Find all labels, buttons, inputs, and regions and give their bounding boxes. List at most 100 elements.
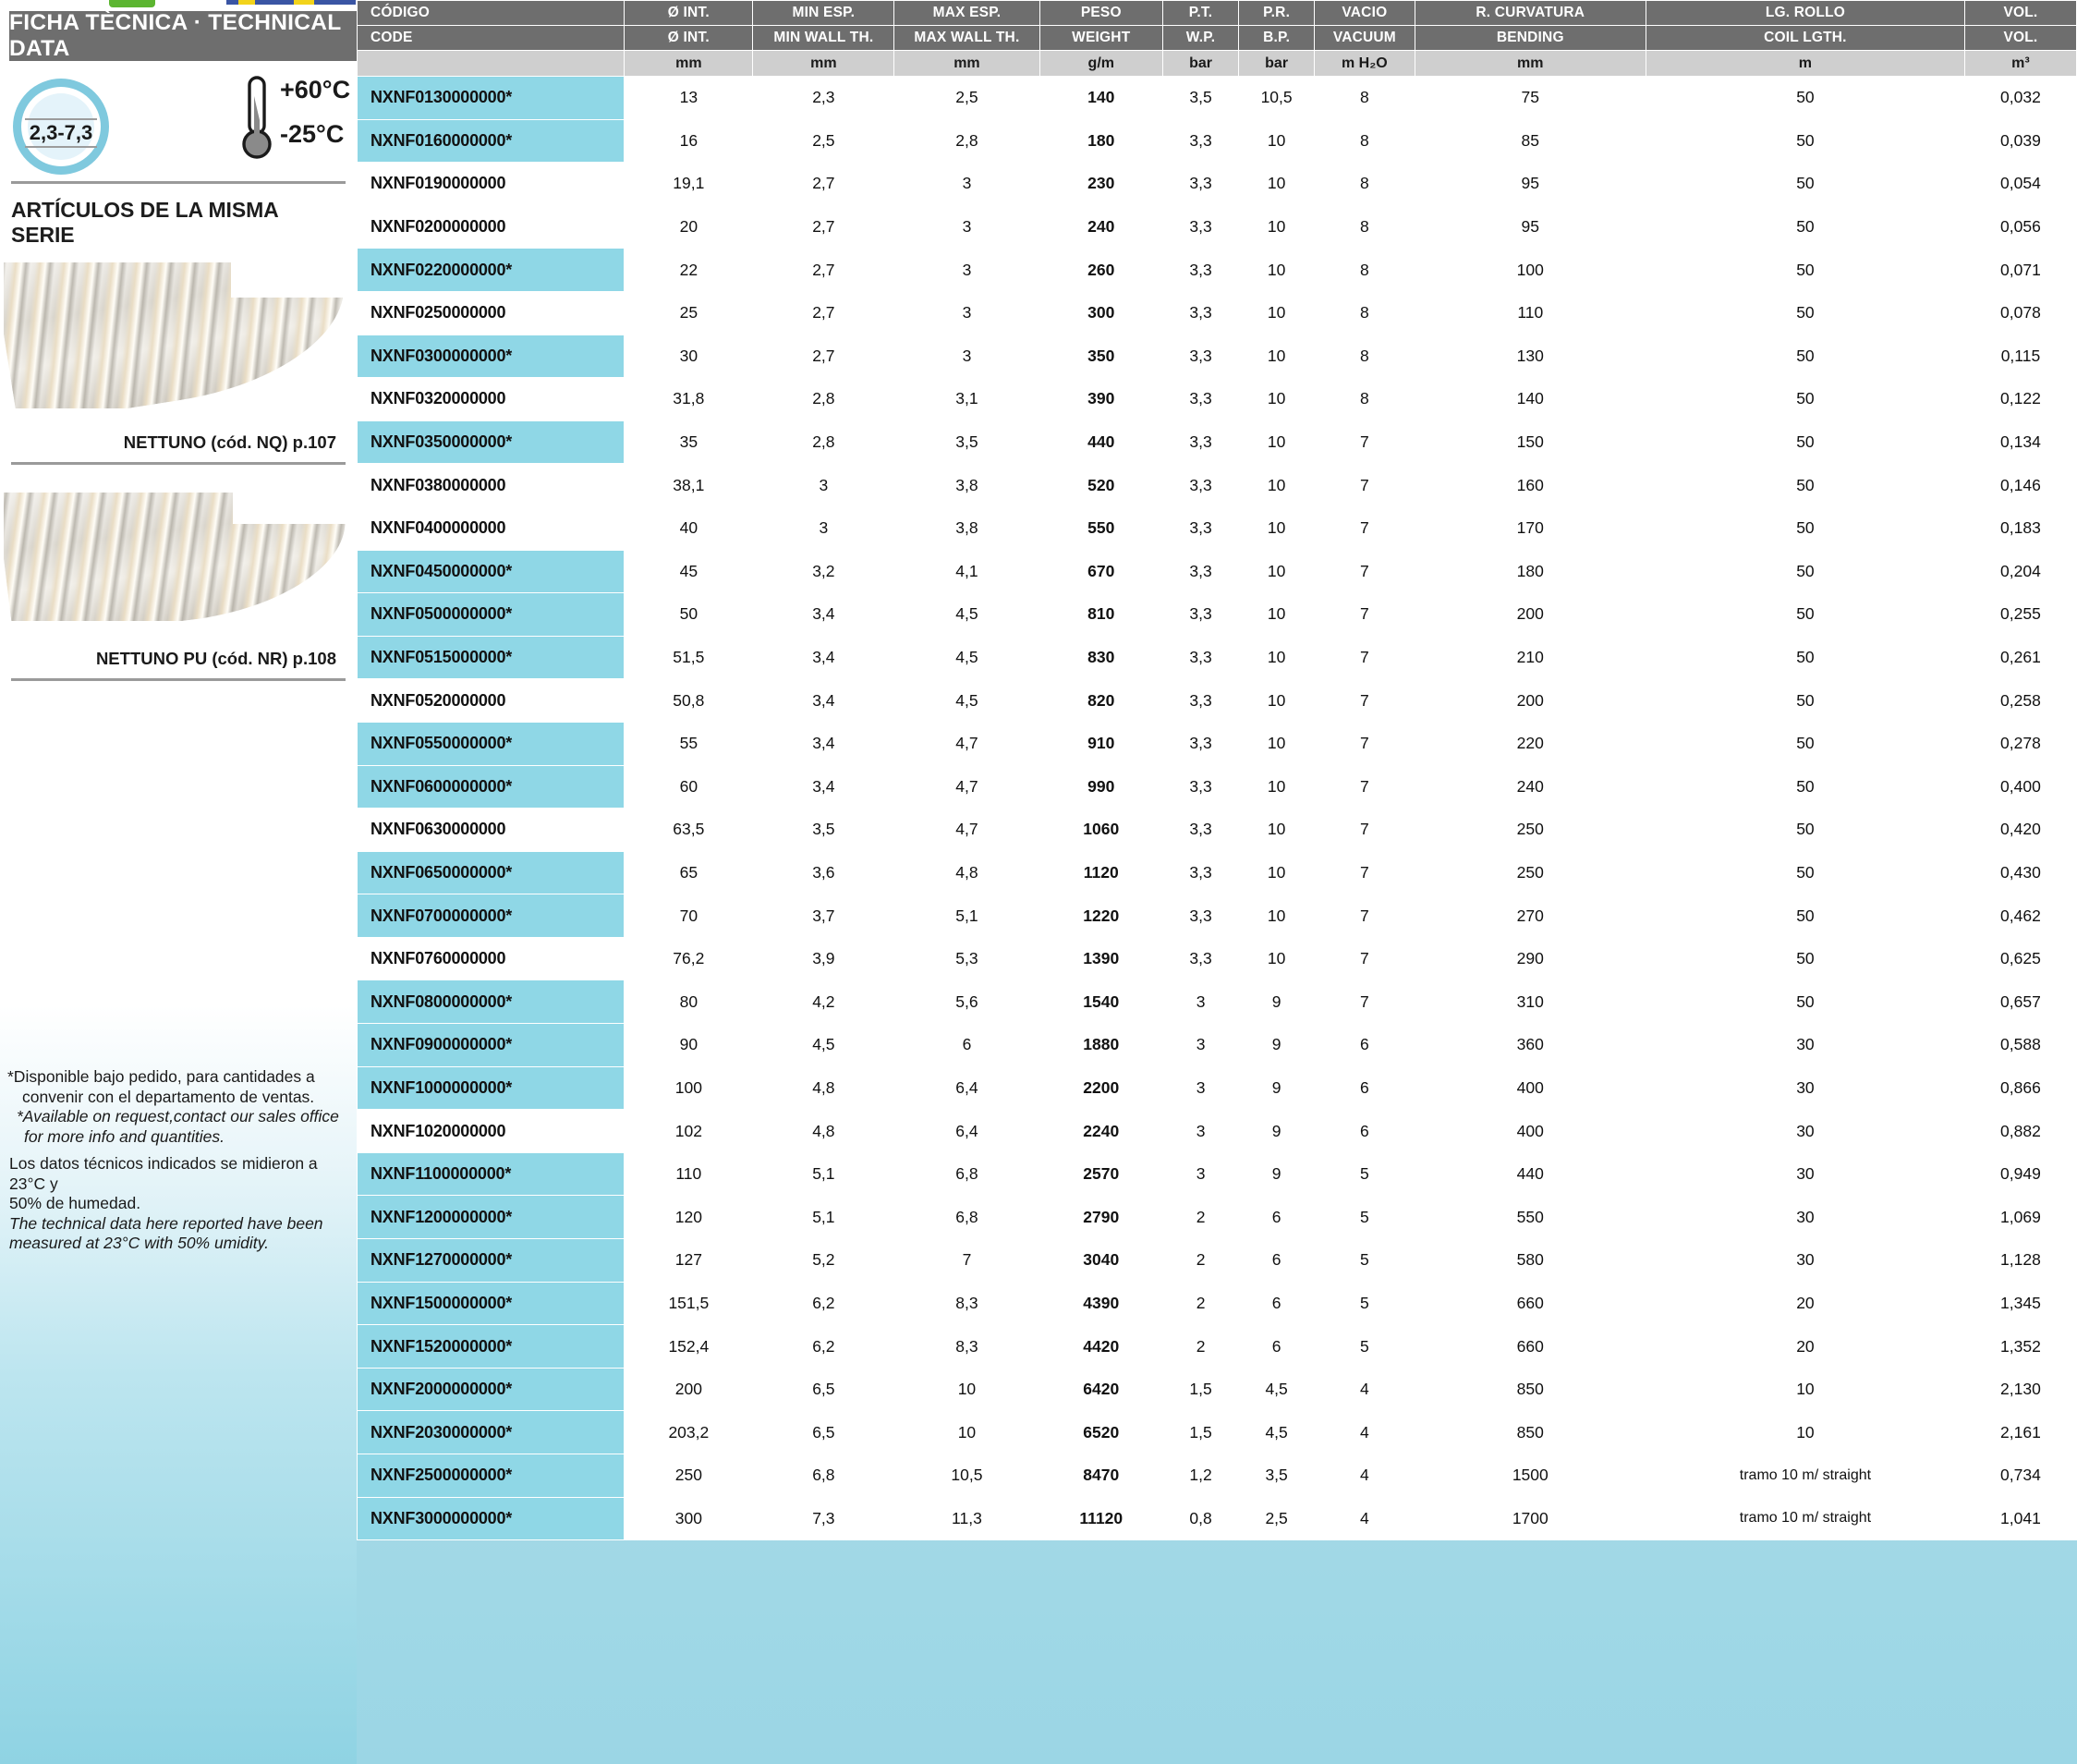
cell-wp: 3: [1162, 1023, 1240, 1067]
footnote-measured-es-line2: 50% de humedad.: [9, 1194, 141, 1212]
cell-coil: 50: [1645, 463, 1965, 507]
table-row: NXNF2500000000* 250 6,8 10,5 8470 1,2 3,5 4 1500…: [356, 1454, 2077, 1498]
cell-minw: 4,8: [752, 1065, 895, 1111]
cell-minw: 2,7: [752, 248, 895, 292]
cell-code: NXNF0300000000*: [356, 334, 626, 379]
cell-maxw: 2,8: [893, 118, 1040, 164]
cell-bp: 6: [1238, 1324, 1316, 1369]
th-es-4: PESO: [1038, 0, 1164, 26]
badge-line-top: [25, 118, 97, 120]
cell-wp: 3,3: [1162, 936, 1240, 981]
cell-d: 151,5: [624, 1281, 754, 1326]
cell-bp: 10: [1238, 894, 1316, 938]
cell-bend: 160: [1414, 463, 1646, 507]
cell-bend: 660: [1414, 1324, 1646, 1369]
cell-vol: 0,255: [1963, 592, 2077, 637]
cell-bp: 9: [1238, 1151, 1316, 1197]
cell-w: 350: [1038, 334, 1164, 379]
cell-maxw: 4,8: [893, 850, 1040, 895]
cell-vol: 1,041: [1963, 1496, 2077, 1541]
unit-9: m: [1645, 50, 1965, 77]
units-row: mm mm mm g/m bar bar m H₂O mm m m³: [356, 50, 2077, 77]
cell-code: NXNF0350000000*: [356, 420, 626, 465]
footnote-available-es-line2: convenir con el departamento de ventas.: [22, 1087, 315, 1106]
cell-bp: 3,5: [1238, 1454, 1316, 1498]
cell-coil: 50: [1645, 549, 1965, 594]
table-row: NXNF3000000000* 300 7,3 11,3 11120 0,8 2,5 4 170…: [356, 1496, 2077, 1541]
th-en-3: MAX WALL TH.: [893, 25, 1040, 51]
cell-minw: 2,7: [752, 334, 895, 379]
th-en-9: COIL LGTH.: [1645, 25, 1965, 51]
cell-wp: 3,3: [1162, 505, 1240, 551]
cell-w: 550: [1038, 505, 1164, 551]
cell-bp: 10: [1238, 850, 1316, 895]
cell-w: 1120: [1038, 850, 1164, 895]
cell-bp: 4,5: [1238, 1410, 1316, 1454]
cell-code: NXNF0220000000*: [356, 248, 626, 292]
cell-d: 30: [624, 334, 754, 379]
cell-minw: 2,7: [752, 162, 895, 206]
footnote-available-es-line1: *Disponible bajo pedido, para cantidades…: [7, 1067, 315, 1086]
unit-0: [356, 50, 626, 77]
cell-w: 2200: [1038, 1065, 1164, 1111]
cell-vac: 7: [1314, 894, 1415, 938]
divider-middle: [11, 462, 346, 465]
cell-minw: 6,8: [752, 1454, 895, 1498]
cell-coil: 50: [1645, 118, 1965, 164]
top-decoration-bar: [0, 0, 357, 13]
cell-w: 1390: [1038, 936, 1164, 981]
cell-w: 140: [1038, 76, 1164, 120]
unit-6: bar: [1238, 50, 1316, 77]
cell-w: 390: [1038, 377, 1164, 421]
table-row: NXNF0520000000 50,8 3,4 4,5 820 3,3 10 7 200 50 0,…: [356, 678, 2077, 723]
th-es-2: MIN ESP.: [752, 0, 895, 26]
cell-minw: 4,2: [752, 979, 895, 1025]
cell-w: 1220: [1038, 894, 1164, 938]
cell-minw: 6,2: [752, 1281, 895, 1326]
cell-minw: 3,6: [752, 850, 895, 895]
table-row: NXNF0500000000* 50 3,4 4,5 810 3,3 10 7 200 50 0,2…: [356, 592, 2077, 637]
cell-bend: 130: [1414, 334, 1646, 379]
cell-minw: 2,8: [752, 377, 895, 421]
cell-w: 4390: [1038, 1281, 1164, 1326]
cell-bp: 10: [1238, 592, 1316, 637]
cell-bp: 10: [1238, 204, 1316, 249]
cell-minw: 6,5: [752, 1367, 895, 1412]
cell-d: 35: [624, 420, 754, 465]
cell-coil: 30: [1645, 1195, 1965, 1240]
table-row: NXNF0400000000 40 3 3,8 550 3,3 10 7 170 50 0,183: [356, 505, 2077, 551]
cell-bp: 10: [1238, 808, 1316, 852]
cell-bp: 10: [1238, 549, 1316, 594]
cell-coil: 50: [1645, 635, 1965, 680]
table-row: NXNF0200000000 20 2,7 3 240 3,3 10 8 95 50 0,056: [356, 204, 2077, 249]
cell-bend: 95: [1414, 162, 1646, 206]
cell-coil: 50: [1645, 850, 1965, 895]
cell-w: 1060: [1038, 808, 1164, 852]
cell-wp: 3,3: [1162, 463, 1240, 507]
cell-wp: 3,3: [1162, 549, 1240, 594]
cell-maxw: 10,5: [893, 1454, 1040, 1498]
cell-code: NXNF1100000000*: [356, 1151, 626, 1197]
cell-d: 20: [624, 204, 754, 249]
cell-d: 38,1: [624, 463, 754, 507]
cell-vol: 2,161: [1963, 1410, 2077, 1454]
cell-d: 19,1: [624, 162, 754, 206]
cell-d: 22: [624, 248, 754, 292]
cell-code: NXNF0450000000*: [356, 549, 626, 594]
cell-vac: 7: [1314, 721, 1415, 766]
cell-maxw: 6: [893, 1023, 1040, 1067]
cell-vol: 0,588: [1963, 1023, 2077, 1067]
cell-wp: 1,2: [1162, 1454, 1240, 1498]
cell-vac: 6: [1314, 1065, 1415, 1111]
cell-coil: 10: [1645, 1367, 1965, 1412]
unit-2: mm: [752, 50, 895, 77]
cell-wp: 3,3: [1162, 377, 1240, 421]
cell-d: 102: [624, 1109, 754, 1153]
cell-w: 670: [1038, 549, 1164, 594]
cell-coil: 30: [1645, 1238, 1965, 1283]
table-row: NXNF0160000000* 16 2,5 2,8 180 3,3 10 8 85 50 0,03…: [356, 118, 2077, 164]
cell-wp: 3: [1162, 1109, 1240, 1153]
cell-coil: 50: [1645, 936, 1965, 981]
cell-wp: 3,3: [1162, 162, 1240, 206]
cell-maxw: 5,6: [893, 979, 1040, 1025]
